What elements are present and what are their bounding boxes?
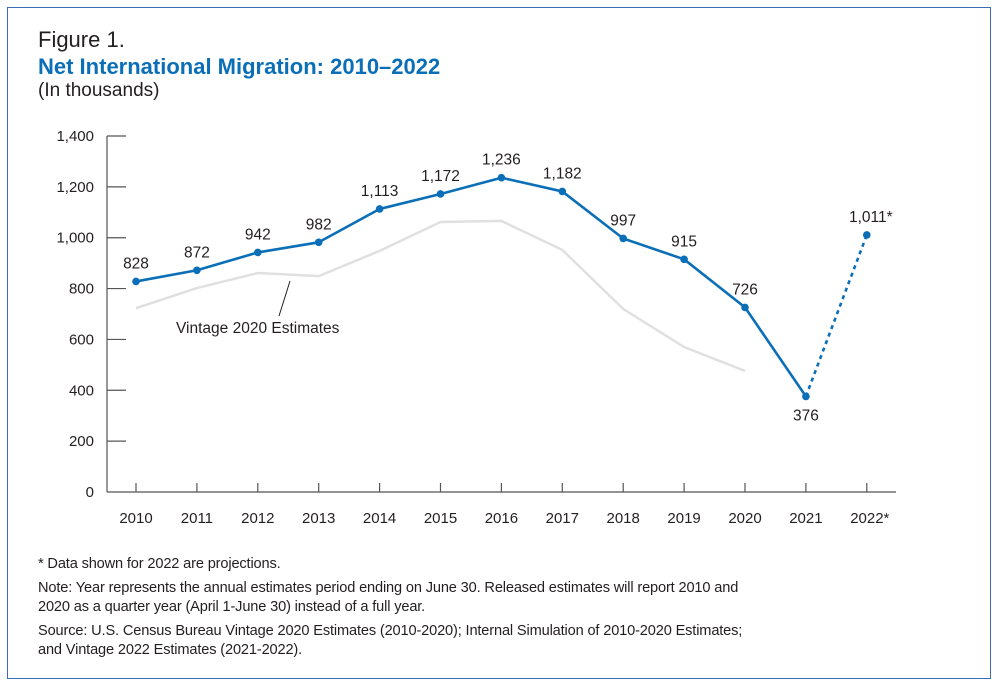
vintage-series-label: Vintage 2020 Estimates — [176, 320, 340, 337]
data-label: 376 — [793, 407, 819, 424]
x-tick-label: 2020 — [728, 510, 761, 527]
vintage-2020-line — [135, 219, 746, 373]
data-point — [863, 231, 871, 239]
x-tick-label: 2018 — [607, 510, 640, 527]
projection-note: * Data shown for 2022 are projections. — [38, 556, 281, 572]
data-label: 1,011* — [849, 209, 893, 226]
note-line-2: 2020 as a quarter year (April 1-June 30)… — [38, 599, 426, 615]
data-point — [619, 234, 627, 243]
note-line-1: Note: Year represents the annual estimat… — [38, 580, 739, 596]
chart-title: Net International Migration: 2010–2022 — [38, 54, 441, 79]
y-tick-label: 200 — [69, 433, 94, 450]
data-label: 1,182 — [543, 165, 582, 182]
data-point — [497, 173, 506, 182]
projection-line — [804, 234, 869, 397]
figure-frame — [7, 7, 991, 679]
data-label: 872 — [184, 244, 210, 261]
chart-notes: * Data shown for 2022 are projections. N… — [38, 555, 742, 660]
x-tick-label: 2012 — [241, 510, 274, 527]
y-tick-label: 1,400 — [56, 128, 94, 145]
data-point — [132, 277, 140, 286]
y-tick-label: 1,200 — [56, 179, 94, 196]
x-tick-label: 2019 — [667, 510, 700, 527]
x-tick-label: 2016 — [485, 510, 518, 527]
data-label: 915 — [671, 233, 697, 250]
data-label: 942 — [245, 226, 271, 243]
x-tick-label: 2022* — [850, 510, 889, 527]
data-point — [741, 303, 749, 312]
data-label: 1,113 — [361, 183, 399, 200]
figure-label: Figure 1. — [38, 27, 125, 52]
data-point — [314, 238, 323, 247]
data-label: 1,236 — [482, 152, 521, 169]
x-tick-label: 2021 — [789, 510, 822, 527]
data-point — [802, 392, 810, 401]
data-label: 828 — [123, 255, 149, 272]
x-tick-label: 2017 — [546, 510, 579, 527]
x-tick-label: 2013 — [302, 510, 335, 527]
data-label: 726 — [732, 281, 758, 298]
data-point — [253, 248, 262, 257]
x-tick-label: 2010 — [119, 510, 152, 527]
data-label: 1,172 — [421, 168, 460, 185]
y-tick-label: 400 — [69, 382, 94, 399]
x-tick-label: 2011 — [181, 510, 213, 527]
data-label: 982 — [306, 216, 332, 233]
data-point — [436, 190, 445, 198]
data-point — [680, 255, 688, 264]
y-tick-label: 600 — [69, 331, 94, 348]
x-tick-label: 2014 — [363, 510, 396, 527]
data-label: 997 — [610, 212, 636, 229]
source-line-1: Source: U.S. Census Bureau Vintage 2020 … — [38, 623, 743, 639]
net-migration-line — [135, 176, 807, 398]
source-line-2: and Vintage 2022 Estimates (2021-2022). — [38, 642, 303, 658]
y-tick-label: 1,000 — [56, 230, 94, 247]
vintage-label-leader — [278, 280, 291, 317]
data-point — [193, 266, 201, 275]
x-tick-label: 2015 — [424, 510, 457, 527]
chart-subtitle: (In thousands) — [38, 80, 160, 101]
data-point — [558, 187, 567, 196]
data-point — [375, 205, 384, 213]
y-tick-label: 0 — [86, 484, 94, 501]
y-tick-label: 800 — [69, 281, 94, 298]
